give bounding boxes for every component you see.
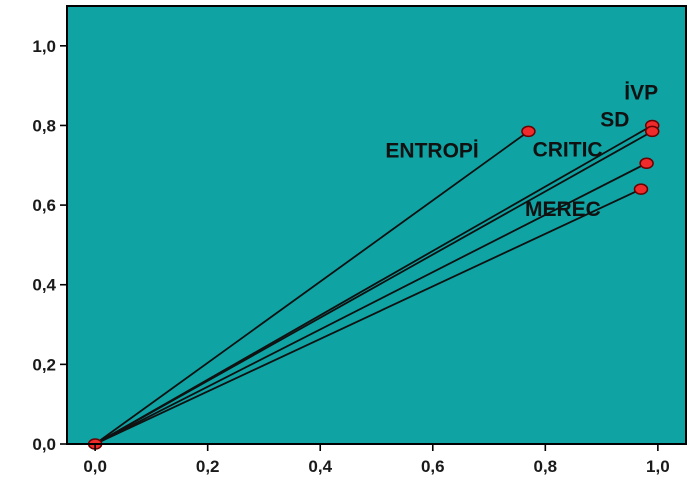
x-axis: 0,0 0,2 0,4 0,6 0,8 1,0: [83, 444, 670, 476]
vector-lines: [94, 124, 653, 445]
plot-frame: [66, 5, 687, 445]
point-label-2: SD: [600, 108, 629, 131]
x-tick-label-1: 0,2: [196, 457, 220, 476]
x-tick-label-0: 0,0: [83, 457, 107, 476]
point-labels: ENTROPİ İVP SD CRITIC MEREC: [385, 81, 658, 221]
x-tick-label-5: 1,0: [646, 457, 670, 476]
point-label-1: İVP: [624, 81, 658, 104]
point-label-0: ENTROPİ: [385, 139, 478, 162]
vector-line-0: [94, 130, 529, 445]
y-tick-label-2: 0,4: [32, 276, 56, 295]
y-tick-label-4: 0,8: [32, 116, 56, 135]
y-tick-label-0: 0,0: [32, 435, 56, 454]
point-label-3: CRITIC: [533, 138, 603, 161]
plot-area: [67, 6, 686, 444]
x-tick-label-2: 0,4: [308, 457, 332, 476]
x-tick-label-4: 0,8: [533, 457, 557, 476]
data-point-3: [639, 157, 654, 170]
vector-line-4: [94, 188, 642, 445]
vector-line-2: [94, 130, 653, 445]
y-axis: 0,0 0,2 0,4 0,6 0,8 1,0: [32, 37, 67, 454]
data-point-4: [633, 183, 649, 195]
x-tick-label-3: 0,6: [421, 457, 445, 476]
data-point-0: [521, 125, 536, 138]
y-tick-label-1: 0,2: [32, 355, 56, 374]
y-tick-label-5: 1,0: [32, 37, 56, 56]
y-tick-label-3: 0,6: [32, 196, 56, 215]
vector-line-3: [94, 162, 648, 445]
data-point-2: [644, 125, 660, 138]
point-label-4: MEREC: [525, 198, 601, 221]
